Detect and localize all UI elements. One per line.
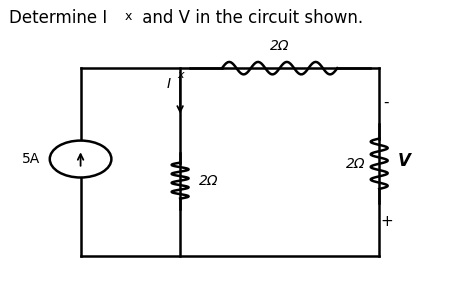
Text: -: -: [383, 95, 389, 110]
Text: I: I: [166, 77, 171, 91]
Text: 2Ω: 2Ω: [270, 39, 290, 53]
Text: 5A: 5A: [22, 152, 40, 166]
Text: x: x: [178, 70, 184, 80]
Text: V: V: [398, 152, 411, 170]
Text: and V in the circuit shown.: and V in the circuit shown.: [137, 9, 363, 26]
Text: +: +: [380, 214, 392, 229]
Text: 2Ω: 2Ω: [199, 174, 219, 188]
Text: x: x: [125, 10, 132, 23]
Text: 2Ω: 2Ω: [346, 157, 365, 171]
Circle shape: [50, 141, 111, 178]
Text: Determine I: Determine I: [9, 9, 108, 26]
